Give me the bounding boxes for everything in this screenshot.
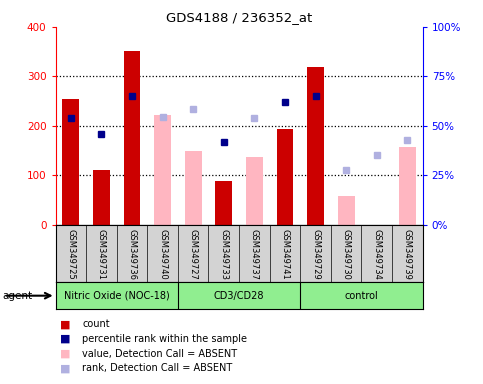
Text: ■: ■ bbox=[60, 363, 71, 373]
Text: GSM349733: GSM349733 bbox=[219, 229, 228, 280]
Bar bbox=[215, 181, 232, 225]
Text: GSM349741: GSM349741 bbox=[281, 229, 289, 280]
Bar bbox=[246, 157, 263, 225]
Bar bbox=[154, 115, 171, 225]
Bar bbox=[124, 51, 141, 225]
Title: GDS4188 / 236352_at: GDS4188 / 236352_at bbox=[166, 11, 312, 24]
Text: Nitric Oxide (NOC-18): Nitric Oxide (NOC-18) bbox=[64, 291, 170, 301]
Text: CD3/CD28: CD3/CD28 bbox=[214, 291, 264, 301]
Bar bbox=[185, 151, 201, 225]
Bar bbox=[93, 170, 110, 225]
Text: ■: ■ bbox=[60, 334, 71, 344]
Text: GSM349740: GSM349740 bbox=[158, 229, 167, 280]
Text: GSM349739: GSM349739 bbox=[403, 229, 412, 280]
Bar bbox=[399, 147, 416, 225]
Text: count: count bbox=[82, 319, 110, 329]
Bar bbox=[62, 99, 79, 225]
Text: GSM349734: GSM349734 bbox=[372, 229, 381, 280]
Bar bbox=[307, 68, 324, 225]
Text: GSM349736: GSM349736 bbox=[128, 229, 137, 280]
Text: ■: ■ bbox=[60, 319, 71, 329]
Text: GSM349737: GSM349737 bbox=[250, 229, 259, 280]
Bar bbox=[338, 197, 355, 225]
Text: GSM349731: GSM349731 bbox=[97, 229, 106, 280]
Text: GSM349730: GSM349730 bbox=[341, 229, 351, 280]
Bar bbox=[277, 129, 293, 225]
Text: percentile rank within the sample: percentile rank within the sample bbox=[82, 334, 247, 344]
Text: GSM349727: GSM349727 bbox=[189, 229, 198, 280]
Text: value, Detection Call = ABSENT: value, Detection Call = ABSENT bbox=[82, 349, 237, 359]
Text: rank, Detection Call = ABSENT: rank, Detection Call = ABSENT bbox=[82, 363, 232, 373]
Text: agent: agent bbox=[2, 291, 32, 301]
Text: GSM349725: GSM349725 bbox=[66, 229, 75, 280]
Text: control: control bbox=[344, 291, 378, 301]
Text: ■: ■ bbox=[60, 349, 71, 359]
Text: GSM349729: GSM349729 bbox=[311, 229, 320, 280]
